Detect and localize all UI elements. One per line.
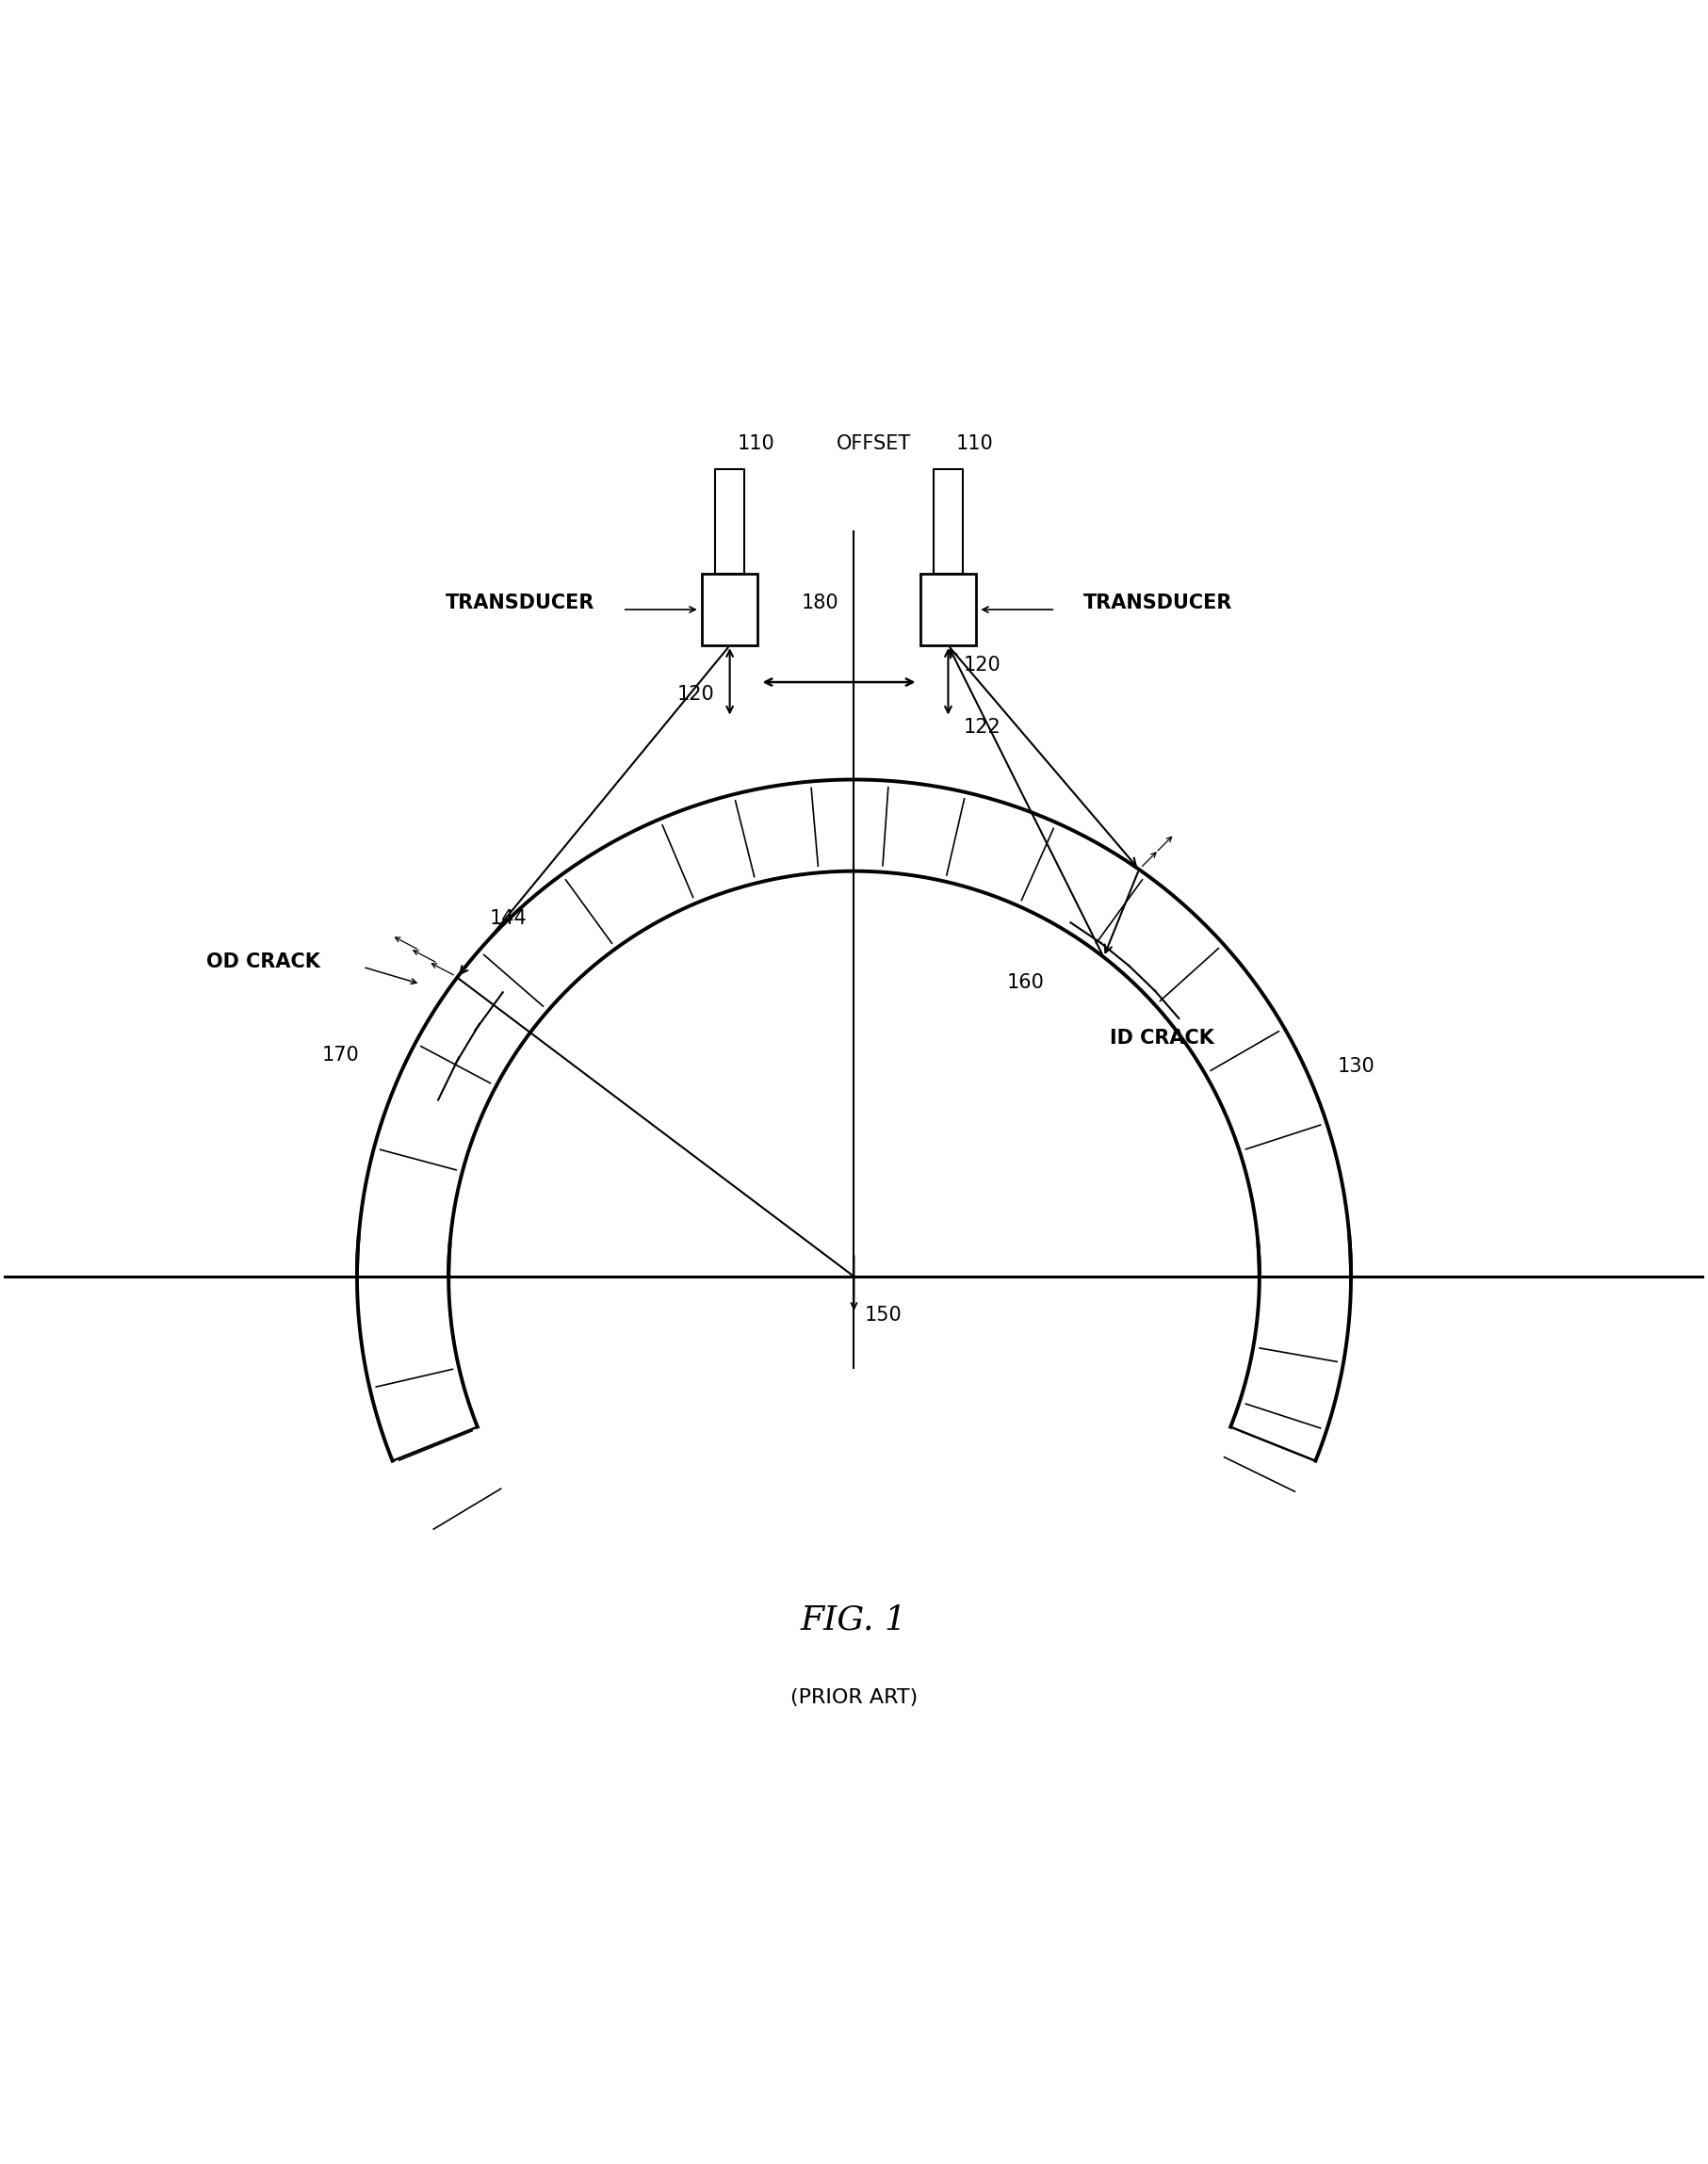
Bar [702, 573, 757, 645]
Text: OD CRACK: OD CRACK [207, 952, 319, 972]
Text: TRANSDUCER: TRANSDUCER [1083, 593, 1231, 612]
Text: ID CRACK: ID CRACK [1110, 1030, 1214, 1047]
Text: 110: 110 [738, 435, 775, 452]
Text: 122: 122 [963, 718, 1001, 736]
Text: 120: 120 [676, 684, 714, 703]
Text: FIG. 1: FIG. 1 [801, 1604, 907, 1636]
Text: (PRIOR ART): (PRIOR ART) [791, 1688, 917, 1707]
Text: TRANSDUCER: TRANSDUCER [446, 593, 594, 612]
Text: OFFSET: OFFSET [837, 435, 912, 452]
Bar [921, 573, 975, 645]
Text: 180: 180 [801, 593, 839, 612]
Text: 110: 110 [956, 435, 994, 452]
Text: 130: 130 [1337, 1056, 1375, 1076]
Text: 150: 150 [864, 1305, 902, 1324]
Text: 160: 160 [1008, 974, 1045, 991]
Text: 144: 144 [490, 909, 528, 928]
Text: 170: 170 [321, 1045, 359, 1065]
Text: 120: 120 [963, 656, 1001, 675]
